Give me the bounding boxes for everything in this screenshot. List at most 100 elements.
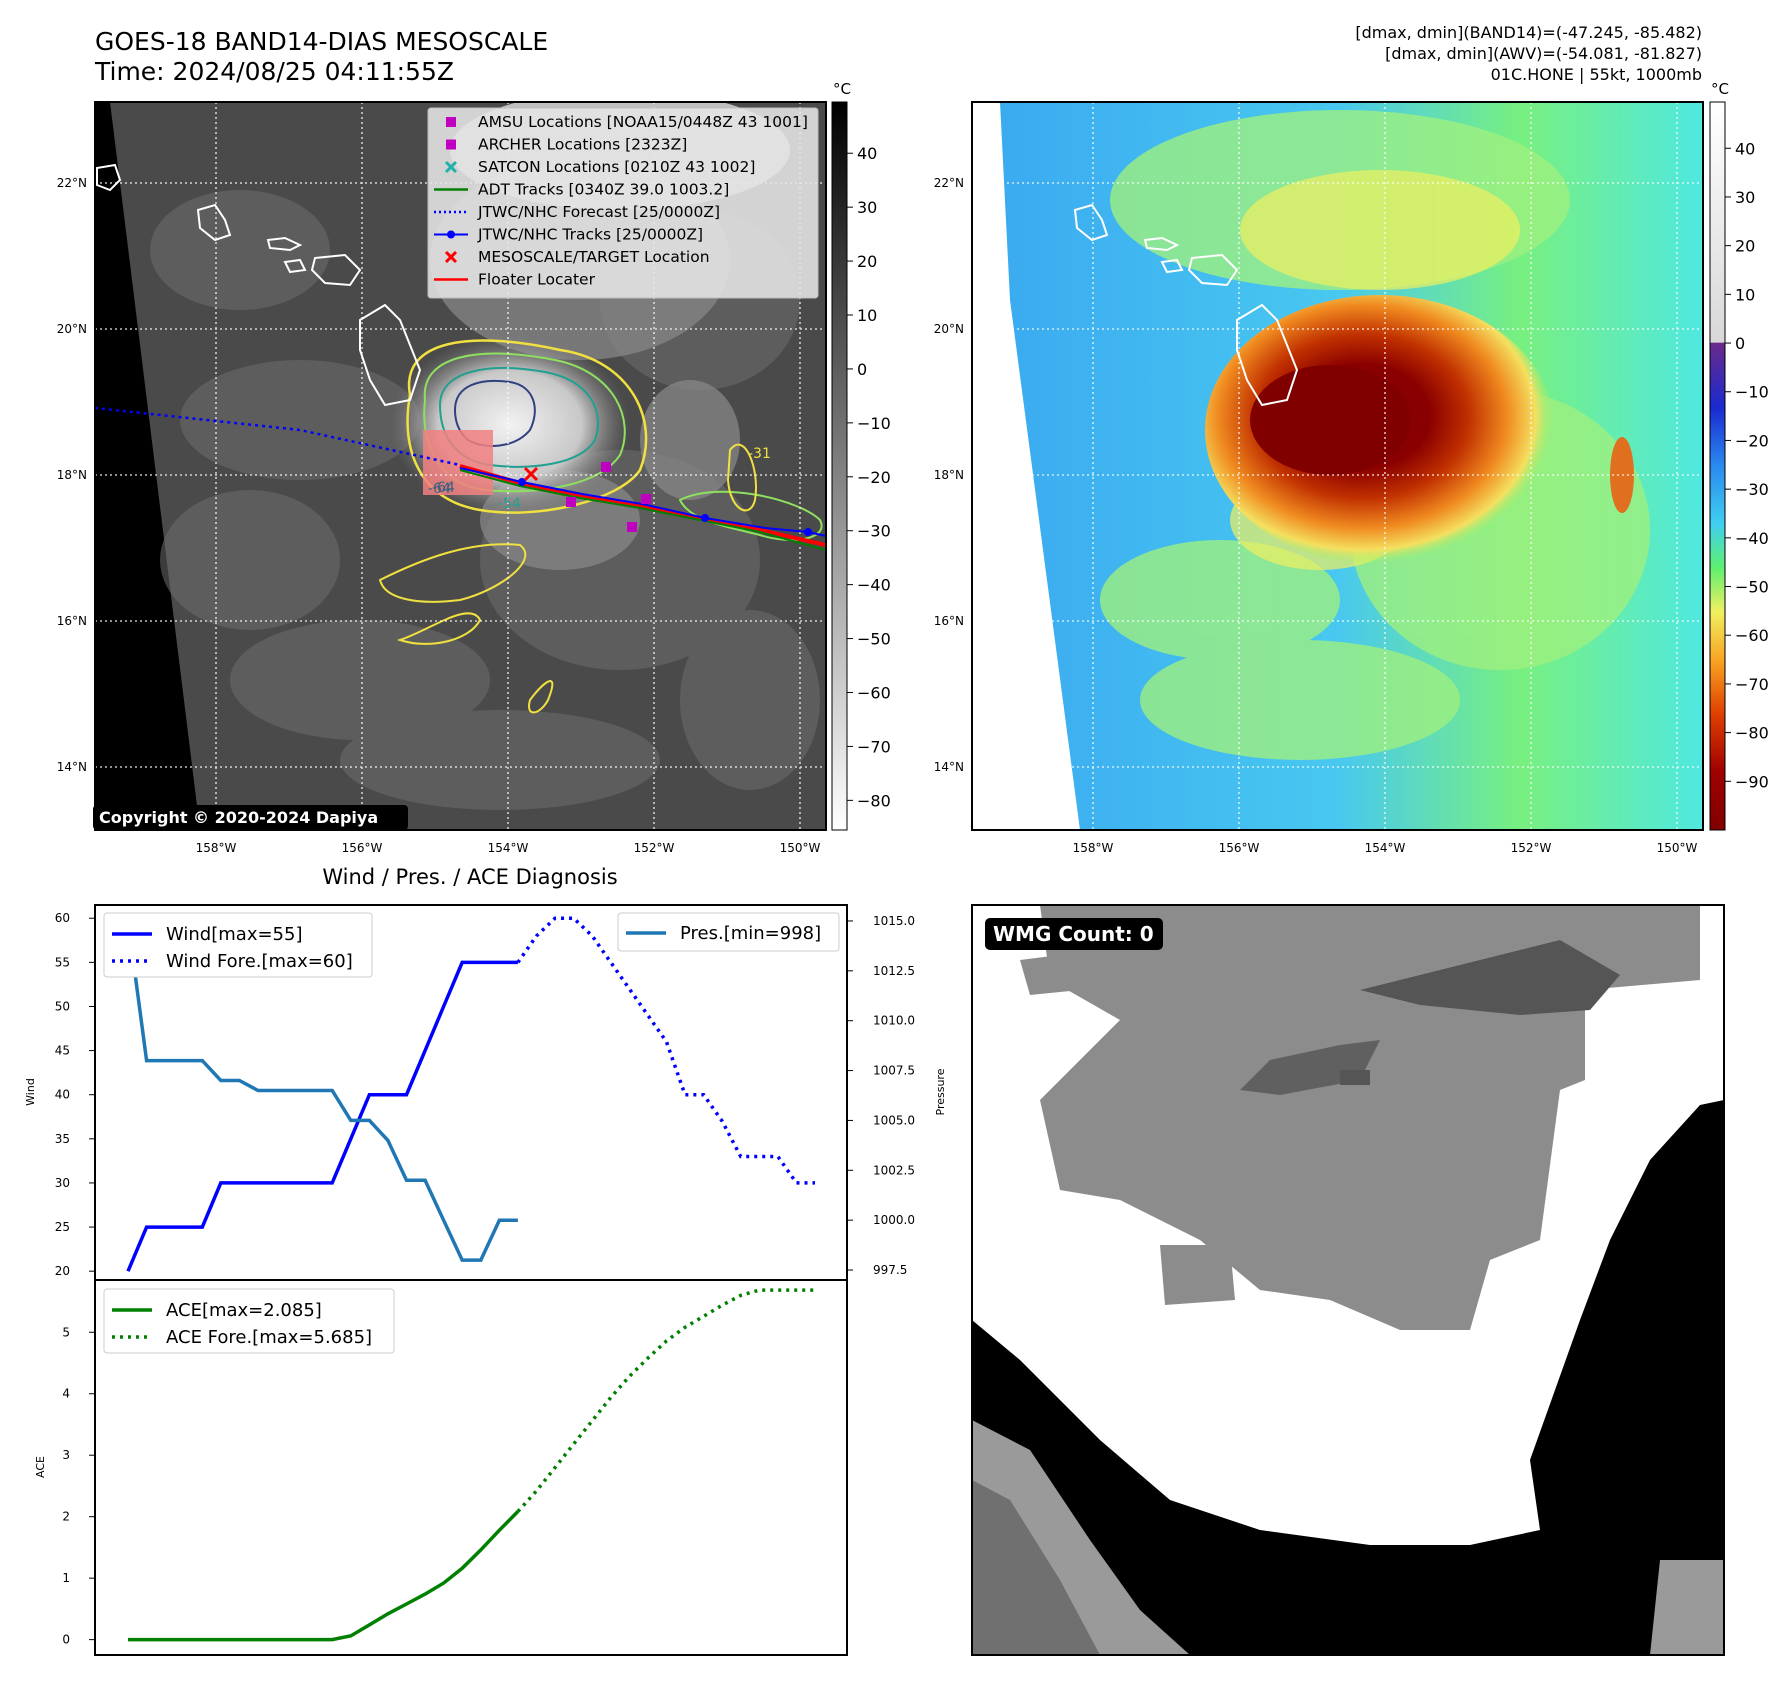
legend-entry: Floater Locater xyxy=(434,271,596,289)
pressure-ylabel: Pressure xyxy=(934,1068,947,1115)
lat-label: 14°N xyxy=(934,760,964,774)
pressure-legend: Pres.[min=998] xyxy=(617,912,840,952)
colorbar-tick-label: −80 xyxy=(1735,724,1769,743)
legend-label: SATCON Locations [0210Z 43 1002] xyxy=(478,158,755,176)
ace-tick-label: 1 xyxy=(62,1571,70,1585)
lon-label: 150°W xyxy=(1657,841,1698,855)
legend-label: Wind[max=55] xyxy=(166,924,303,945)
lat-label: 18°N xyxy=(57,468,87,482)
color-colorbar-unit: °C xyxy=(1711,80,1729,98)
colorbar-tick-label: −50 xyxy=(1735,578,1769,597)
colorbar-tick-label: 30 xyxy=(1735,188,1755,207)
lat-label: 16°N xyxy=(57,614,87,628)
ace-tick-label: 4 xyxy=(62,1387,70,1401)
colorbar-tick-label: −10 xyxy=(857,414,891,433)
lat-label: 22°N xyxy=(934,176,964,190)
contour-label-1: -64 xyxy=(432,480,455,496)
ace-ylabel: ACE xyxy=(34,1456,47,1478)
colorbar-tick-label: −50 xyxy=(857,630,891,649)
figure-title: GOES-18 BAND14-DIAS MESOSCALE xyxy=(95,27,548,56)
colorbar-tick-label: 40 xyxy=(1735,139,1755,158)
ace-tick-label: 5 xyxy=(62,1325,70,1339)
lon-label: 154°W xyxy=(1365,841,1406,855)
lat-label: 18°N xyxy=(934,468,964,482)
lon-label: 152°W xyxy=(1511,841,1552,855)
legend-label: AMSU Locations [NOAA15/0448Z 43 1001] xyxy=(478,113,808,131)
ace-tick-label: 3 xyxy=(62,1448,70,1462)
map-legend: AMSU Locations [NOAA15/0448Z 43 1001] ARC… xyxy=(427,107,819,299)
figure-time: Time: 2024/08/25 04:11:55Z xyxy=(94,57,454,86)
colorbar-tick-label: −40 xyxy=(1735,529,1769,548)
wmg-panel xyxy=(972,905,1724,1655)
diagnosis-title: Wind / Pres. / ACE Diagnosis xyxy=(322,865,617,889)
legend-label: ADT Tracks [0340Z 39.0 1003.2] xyxy=(478,181,729,199)
lat-label: 20°N xyxy=(934,322,964,336)
colorbar-tick-label: 0 xyxy=(1735,334,1745,353)
colorbar-tick-label: −70 xyxy=(1735,675,1769,694)
colorbar-tick-label: 0 xyxy=(857,360,867,379)
contour-label-2: -54 xyxy=(498,496,521,512)
wind-tick-label: 20 xyxy=(55,1264,70,1278)
lat-label: 14°N xyxy=(57,760,87,774)
colorbar-tick-label: 40 xyxy=(857,144,877,163)
ace-tick-label: 0 xyxy=(62,1633,70,1647)
colorbar-tick-label: 20 xyxy=(857,252,877,271)
legend-label: ARCHER Locations [2323Z] xyxy=(478,136,687,154)
legend-entry: ARCHER Locations [2323Z] xyxy=(446,136,687,154)
wind-tick-label: 40 xyxy=(55,1088,70,1102)
legend-label: Wind Fore.[max=60] xyxy=(166,951,353,972)
wind-legend: Wind[max=55] Wind Fore.[max=60] xyxy=(103,912,373,978)
ace-forecast-line xyxy=(516,1288,815,1513)
legend-entry: JTWC/NHC Forecast [25/0000Z] xyxy=(434,203,720,221)
legend-entry: MESOSCALE/TARGET Location xyxy=(444,248,710,266)
pressure-line xyxy=(126,920,518,1262)
gray-colorbar xyxy=(831,101,848,831)
lon-label: 156°W xyxy=(342,841,383,855)
legend-label: Floater Locater xyxy=(478,271,596,289)
lon-label: 150°W xyxy=(780,841,821,855)
ace-line xyxy=(128,1510,520,1642)
legend-label: ACE[max=2.085] xyxy=(166,1300,322,1321)
colorbar-tick-label: −70 xyxy=(857,737,891,756)
ace-tick-label: 2 xyxy=(62,1510,70,1524)
pressure-tick-label: 1000.0 xyxy=(873,1213,915,1227)
pressure-tick-label: 1005.0 xyxy=(873,1113,915,1127)
ace-legend: ACE[max=2.085] ACE Fore.[max=5.685] xyxy=(103,1288,395,1354)
copyright-label: Copyright © 2020-2024 Dapiya xyxy=(99,808,378,827)
lon-label: 154°W xyxy=(488,841,529,855)
legend-label: ACE Fore.[max=5.685] xyxy=(166,1327,372,1348)
legend-label: MESOSCALE/TARGET Location xyxy=(478,248,710,266)
pressure-tick-label: 1015.0 xyxy=(873,914,915,928)
wind-tick-label: 35 xyxy=(55,1132,70,1146)
contour-label-3: -31 xyxy=(748,446,771,462)
legend-entry: AMSU Locations [NOAA15/0448Z 43 1001] xyxy=(446,113,808,131)
legend-label: Pres.[min=998] xyxy=(680,923,821,944)
wind-tick-label: 60 xyxy=(55,911,70,925)
wind-ylabel: Wind xyxy=(24,1078,37,1106)
colorbar-tick-label: −10 xyxy=(1735,383,1769,402)
lon-label: 156°W xyxy=(1219,841,1260,855)
color-colorbar xyxy=(1709,101,1726,831)
colorbar-tick-label: −90 xyxy=(1735,772,1769,791)
colorbar-tick-label: 10 xyxy=(857,306,877,325)
wind-tick-label: 45 xyxy=(55,1044,70,1058)
pressure-tick-label: 1010.0 xyxy=(873,1014,915,1028)
colorbar-tick-label: −20 xyxy=(857,468,891,487)
lon-label: 152°W xyxy=(634,841,675,855)
lat-label: 20°N xyxy=(57,322,87,336)
colorbar-tick-label: −40 xyxy=(857,576,891,595)
colorbar-tick-label: −60 xyxy=(857,683,891,702)
pressure-tick-label: 1007.5 xyxy=(873,1064,915,1078)
pressure-tick-label: 1012.5 xyxy=(873,964,915,978)
legend-label: JTWC/NHC Forecast [25/0000Z] xyxy=(477,203,720,221)
svg-text:-64: -64 xyxy=(428,481,451,497)
colorbar-tick-label: −20 xyxy=(1735,431,1769,450)
colorbar-tick-label: 30 xyxy=(857,198,877,217)
legend-label: JTWC/NHC Tracks [25/0000Z] xyxy=(477,226,703,244)
lat-label: 16°N xyxy=(934,614,964,628)
storm-info: 01C.HONE | 55kt, 1000mb xyxy=(1491,65,1702,84)
stats-awv: [dmax, dmin](AWV)=(-54.081, -81.827) xyxy=(1385,44,1702,63)
colorbar-tick-label: 10 xyxy=(1735,285,1755,304)
ir-color-map xyxy=(972,102,1703,830)
